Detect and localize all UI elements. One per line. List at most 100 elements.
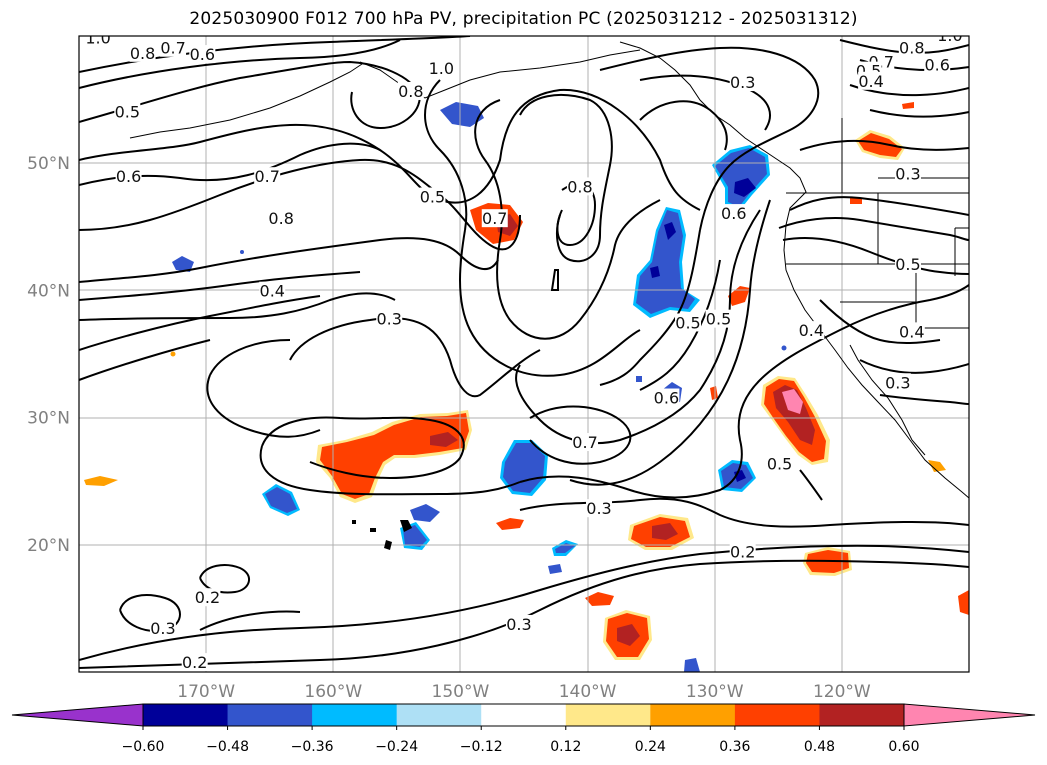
pv-contour	[79, 559, 969, 669]
pv-contour	[259, 445, 521, 496]
island-hawaii	[370, 528, 376, 532]
precip-area	[902, 102, 914, 109]
contour-label-bg	[936, 36, 963, 44]
y-tick-label: 30°N	[27, 409, 70, 429]
pv-contour	[819, 299, 941, 344]
colorbar-tick-label: 0.12	[550, 739, 581, 755]
contour-label-bg	[729, 542, 756, 561]
x-tick-label: 130°W	[686, 682, 744, 702]
contour-label-bg	[705, 309, 732, 328]
island-hawaii	[400, 520, 412, 532]
pv-contour	[879, 394, 969, 405]
contour-label-bg	[566, 177, 593, 196]
colorbar-segment	[143, 704, 229, 726]
precip-area	[440, 102, 484, 127]
colorbar-tick-label: −0.24	[375, 739, 418, 755]
contour-label-bg	[149, 618, 176, 637]
contour-label-bg	[160, 38, 187, 57]
colorbar-tick-label: −0.12	[460, 739, 503, 755]
colorbar-tick-label: −0.60	[122, 739, 165, 755]
precip-area	[781, 345, 787, 351]
pv-contour	[639, 259, 721, 391]
contour-label: 0.2	[195, 588, 220, 607]
coastline-aleutians	[129, 63, 363, 139]
precip-area	[650, 266, 660, 278]
contour-label-bg	[428, 59, 455, 78]
contour-label: 0.3	[150, 619, 175, 638]
precip-area	[84, 476, 118, 486]
contour-label-bg	[254, 167, 281, 186]
island-hawaii	[384, 540, 392, 550]
colorbar-tick-label: 0.60	[888, 739, 919, 755]
pv-contour	[261, 416, 465, 480]
x-tick-label: 140°W	[559, 682, 617, 702]
contour-label: 0.5	[420, 188, 445, 207]
precip-area	[858, 133, 902, 157]
precip-area	[403, 525, 427, 547]
pv-contour	[209, 339, 291, 376]
precip-area	[170, 351, 176, 357]
pv-contour	[799, 469, 823, 501]
contour-label: 0.3	[377, 310, 402, 329]
pv-contour	[199, 610, 301, 631]
contour-label-bg	[189, 45, 216, 64]
pv-contour	[79, 295, 321, 351]
precip-area	[728, 286, 750, 306]
precip-area	[503, 443, 545, 493]
contour-label: 0.6	[924, 55, 949, 74]
pv-contour	[599, 46, 820, 231]
precip-area	[496, 518, 524, 530]
contour-label-bg	[884, 373, 911, 392]
contour-label-bg	[114, 102, 141, 121]
pv-contour	[79, 339, 211, 381]
contour-label: 0.3	[730, 73, 755, 92]
map-background	[79, 36, 969, 672]
precip-area	[636, 376, 642, 382]
precip-area	[773, 385, 815, 445]
contour-label-bg	[858, 71, 885, 90]
y-tick-label: 40°N	[27, 281, 70, 301]
colorbar-segment	[227, 704, 313, 726]
contour-label: 0.6	[721, 204, 746, 223]
precip-area	[734, 178, 756, 197]
pv-contour	[569, 199, 771, 486]
contour-label: 0.7	[482, 209, 507, 228]
contour-label: 0.3	[506, 615, 531, 634]
x-tick-label: 120°W	[813, 682, 871, 702]
colorbar-extend-min	[11, 703, 144, 727]
pv-contour	[799, 139, 969, 151]
pv-contour	[289, 317, 541, 398]
colorbar-segment	[396, 704, 482, 726]
pv-contour	[79, 60, 422, 130]
colorbar-tick-label: 0.36	[719, 739, 750, 755]
y-tick-label: 20°N	[27, 536, 70, 556]
pv-contour	[789, 196, 969, 216]
y-tick-labels: 20°N 30°N 40°N 50°N	[27, 154, 70, 556]
pv-contour	[859, 359, 969, 374]
x-tick-label: 170°W	[177, 682, 235, 702]
precip-area	[265, 487, 297, 513]
pv-contour	[119, 594, 181, 632]
colorbar: −0.60 −0.48 −0.36 −0.24 −0.12 0.12 0.24 0.36 0.4…	[11, 703, 1036, 755]
contour-label-bg	[675, 313, 702, 332]
contour-label-bg	[898, 38, 925, 57]
contour-label: 0.5	[115, 102, 140, 121]
contour-label: 0.5	[706, 310, 731, 329]
contour-label: 0.3	[885, 373, 910, 392]
pv-contour	[639, 100, 728, 151]
contour-label-bg	[85, 36, 112, 47]
contour-label-bg	[194, 588, 221, 607]
contour-label: 0.8	[567, 177, 592, 196]
contour-labels: 1.0 0.8 0.7 0.6 0.5 0.6 0.7 0.8 0.5 0.4 0.3 0.8 1.0 0…	[85, 36, 963, 672]
pv-contour	[515, 209, 761, 444]
pv-contour	[79, 158, 521, 251]
contour-label-bg	[924, 55, 951, 74]
contour-label-bg	[894, 164, 921, 183]
pv-contour	[79, 39, 401, 89]
precip-area	[430, 432, 458, 447]
pv-contour	[550, 269, 559, 291]
pv-contour	[424, 79, 468, 231]
contour-label-bg	[653, 388, 680, 407]
pv-contour	[79, 544, 969, 661]
